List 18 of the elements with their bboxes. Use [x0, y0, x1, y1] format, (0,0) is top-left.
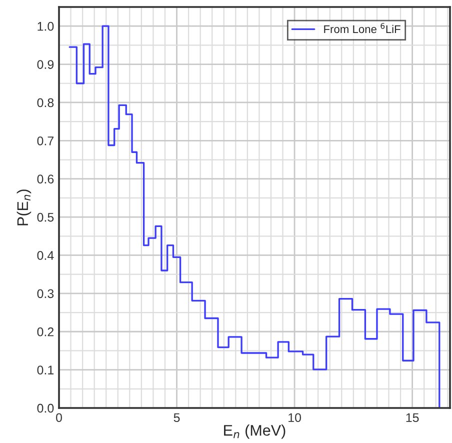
y-tick-label: 0.5 — [37, 212, 54, 222]
y-tick-label: 0.0 — [37, 404, 54, 413]
y-tick-label: 0.7 — [37, 136, 54, 146]
x-tick-label: 5 — [174, 413, 180, 422]
x-tick-label: 0 — [56, 413, 62, 422]
y-tick-label: 0.8 — [37, 98, 54, 108]
y-tick-label: 0.4 — [37, 251, 54, 260]
y-axis-title: P(E$_{n}$) — [16, 190, 32, 226]
x-tick-label: 10 — [288, 413, 302, 422]
y-tick-label: 0.3 — [37, 289, 54, 298]
y-tick-label: 1.0 — [38, 22, 54, 31]
legend-label: From Lone $^{6}$LiF — [324, 22, 400, 34]
y-tick-label: 0.2 — [37, 327, 54, 336]
y-tick-label: 0.1 — [37, 366, 54, 374]
x-axis-title: E$_{n}$ (MeV) — [224, 424, 286, 439]
x-tick-label: 15 — [406, 413, 419, 422]
y-tick-label: 0.9 — [37, 60, 54, 69]
y-tick-label: 0.6 — [37, 174, 54, 184]
